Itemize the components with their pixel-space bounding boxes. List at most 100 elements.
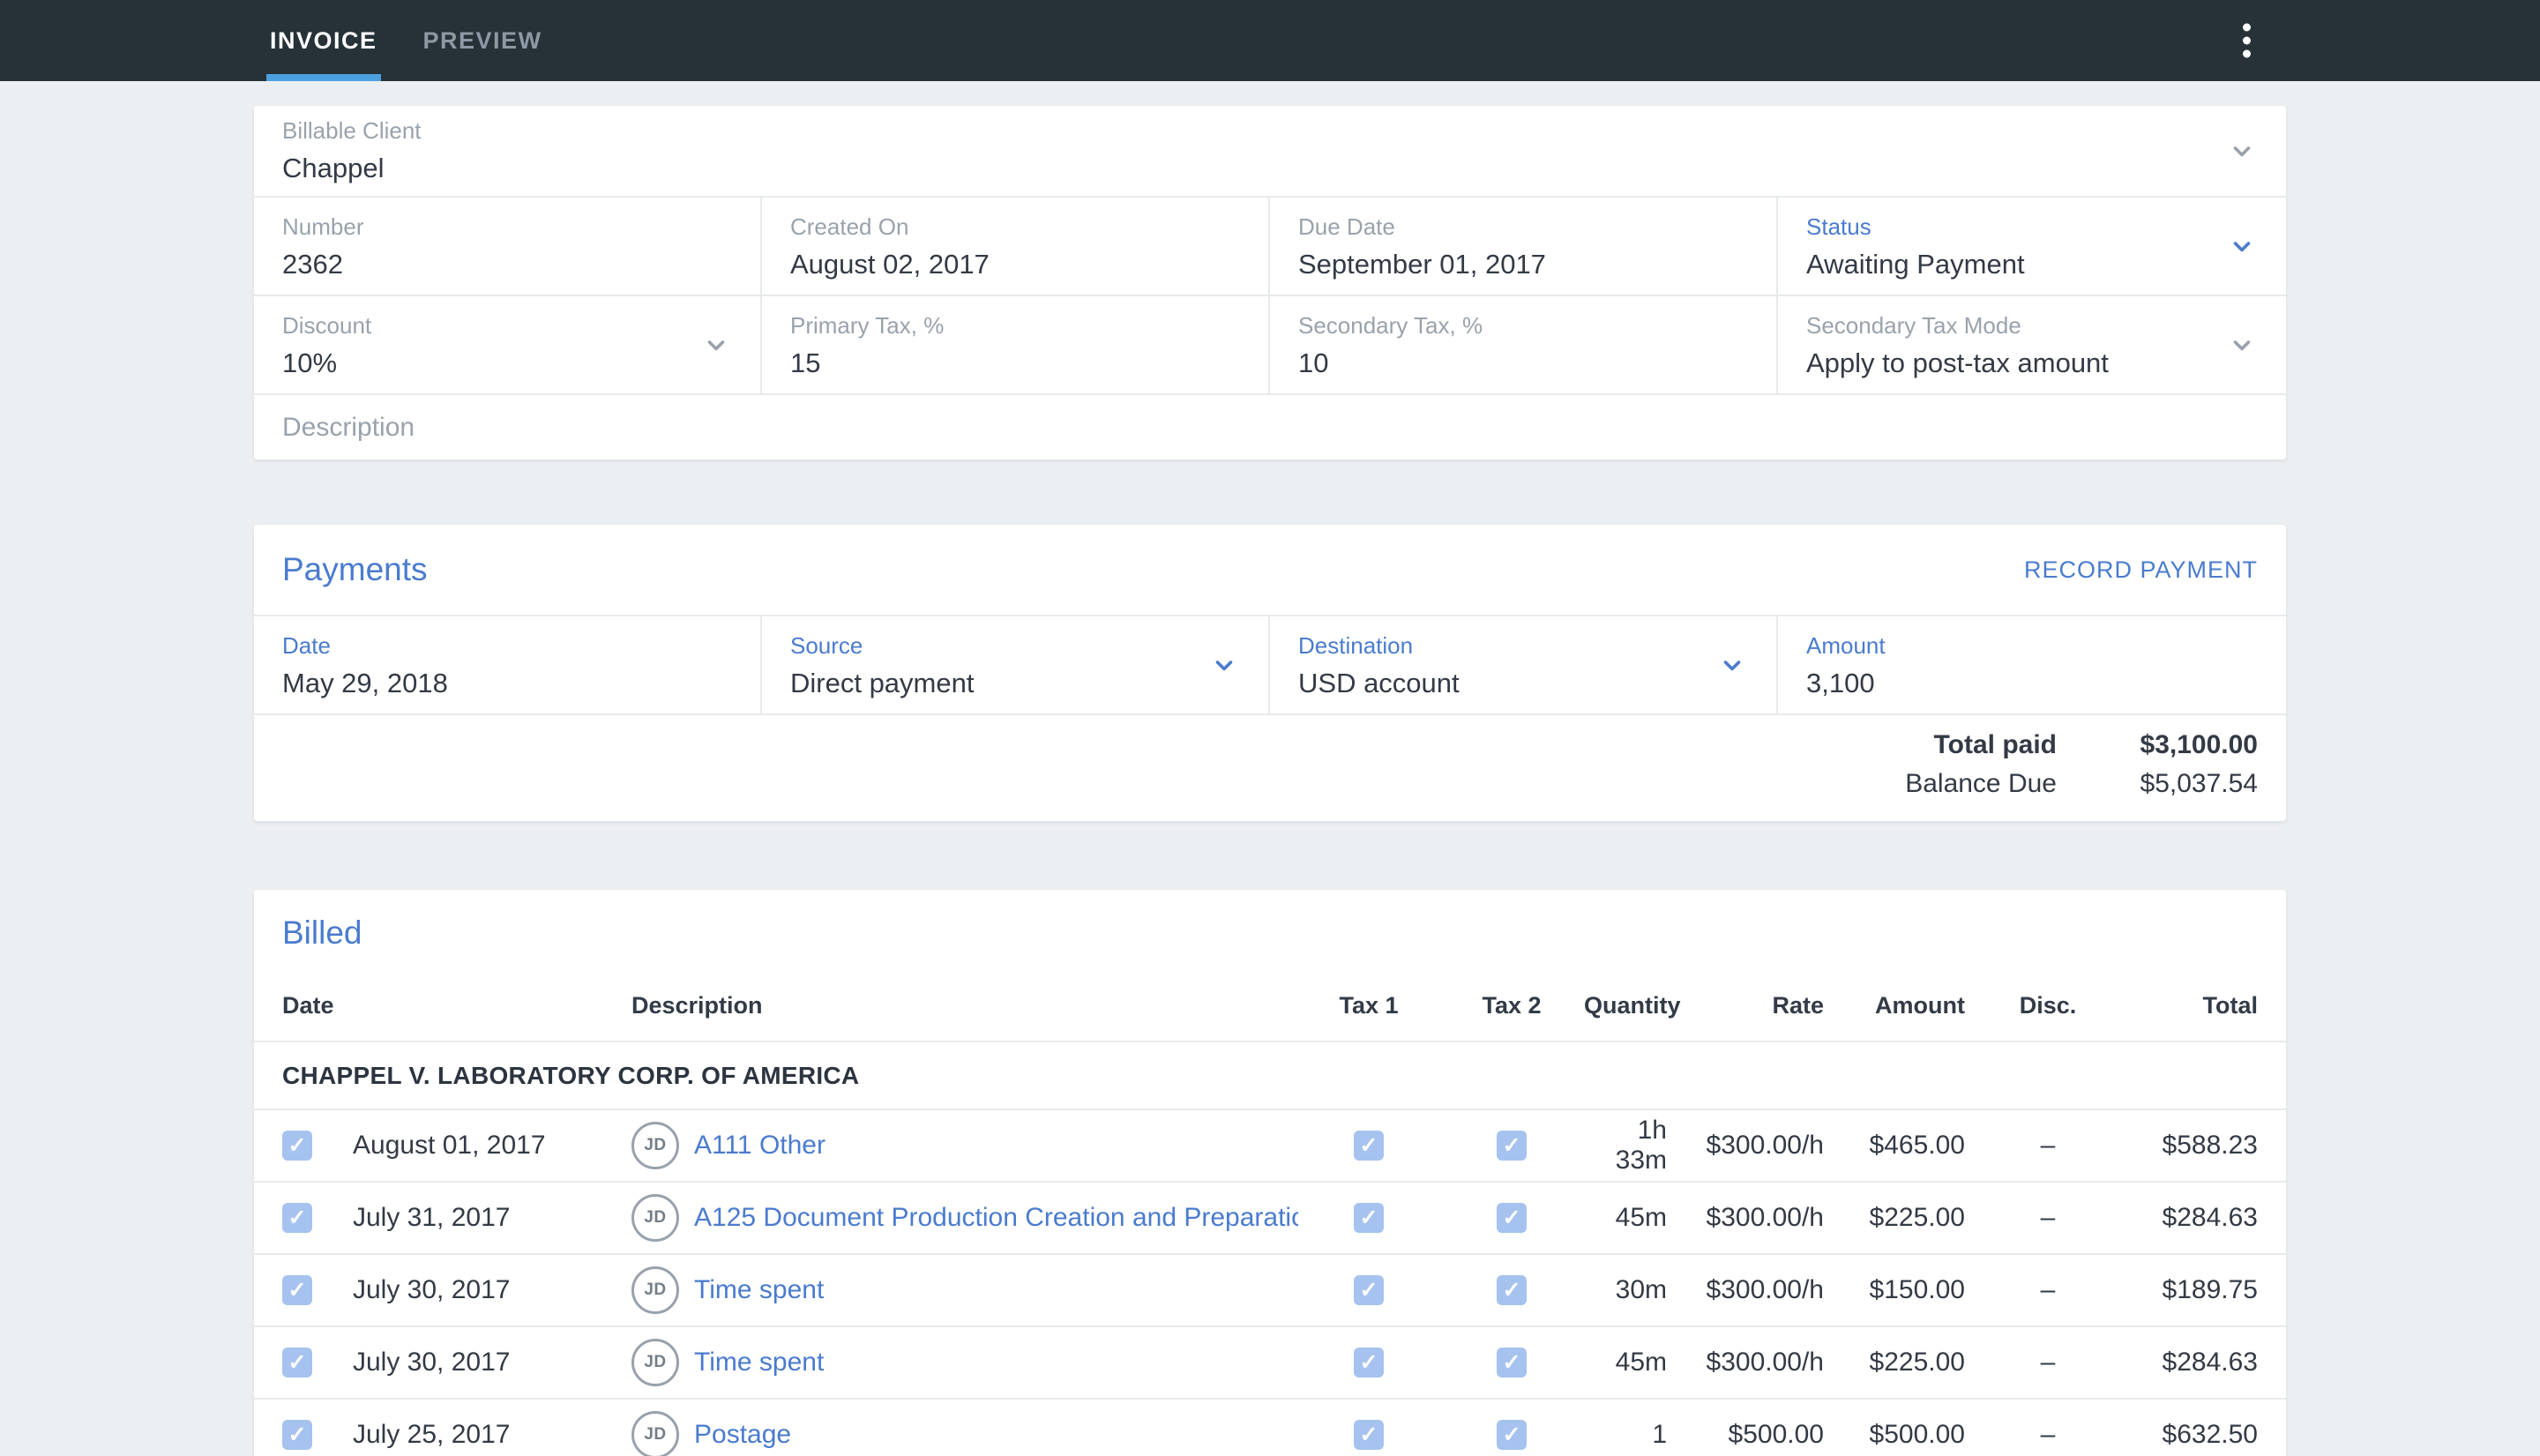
tax1-cell xyxy=(1298,1420,1439,1450)
form-field[interactable]: Amount 3,100 xyxy=(1778,616,2286,713)
field-value: August 02, 2017 xyxy=(790,249,990,280)
row-checkbox[interactable] xyxy=(282,1203,312,1233)
field-value: 2362 xyxy=(282,249,343,280)
field-label: Secondary Tax, % xyxy=(1298,312,1483,339)
form-field[interactable]: Date May 29, 2018 xyxy=(254,616,762,713)
billed-table-body: August 01, 2017 JD A111 Other 1h 33m $30… xyxy=(254,1110,2286,1456)
avatar: JD xyxy=(631,1194,679,1242)
tax1-checkbox[interactable] xyxy=(1354,1420,1384,1450)
row-amount: $150.00 xyxy=(1869,1275,1965,1304)
row-quantity: 1 xyxy=(1652,1420,1667,1449)
tax1-cell xyxy=(1298,1131,1439,1161)
row-checkbox[interactable] xyxy=(282,1131,312,1161)
row-checkbox[interactable] xyxy=(282,1348,312,1378)
row-date: July 31, 2017 xyxy=(353,1203,511,1232)
column-header: Description xyxy=(631,991,763,1019)
billed-table-row: July 30, 2017 JD Time spent 45m $300.00/… xyxy=(254,1327,2286,1400)
row-description-link[interactable]: A111 Other xyxy=(694,1131,826,1160)
billable-client-field[interactable]: Billable Client Chappel xyxy=(254,106,2286,196)
description-input[interactable]: Description xyxy=(254,393,2286,459)
total-label: Total paid xyxy=(1933,730,2057,759)
row-amount: $225.00 xyxy=(1869,1348,1965,1377)
payment-total-row: Total paid $3,100.00 xyxy=(282,726,2258,765)
form-field[interactable]: Source Direct payment xyxy=(762,616,1270,713)
total-value: $3,100.00 xyxy=(2140,730,2258,759)
row-description-link[interactable]: A125 Document Production Creation and Pr… xyxy=(694,1203,1298,1232)
row-discount: – xyxy=(2040,1348,2056,1377)
tax1-checkbox[interactable] xyxy=(1354,1131,1384,1161)
tab-bar: INVOICE PREVIEW xyxy=(266,0,585,81)
field-label: Created On xyxy=(790,213,909,240)
row-discount: – xyxy=(2040,1420,2056,1449)
row-checkbox-cell xyxy=(282,1420,353,1450)
chevron-down-icon xyxy=(1215,661,1233,671)
invoice-details-card: Billable Client Chappel Number 2362 Crea… xyxy=(254,106,2286,459)
column-header: Rate xyxy=(1772,991,1824,1019)
field-label: Discount xyxy=(282,312,372,339)
form-field[interactable]: Due Date September 01, 2017 xyxy=(1270,198,1778,295)
row-discount: – xyxy=(2040,1275,2056,1304)
field-label: Billable Client xyxy=(282,116,422,144)
form-field[interactable]: Primary Tax, % 15 xyxy=(762,296,1270,393)
column-header: Total xyxy=(2202,991,2259,1019)
tax2-cell xyxy=(1439,1275,1584,1305)
tax1-checkbox[interactable] xyxy=(1354,1203,1384,1233)
payments-header: Payments RECORD PAYMENT xyxy=(254,525,2286,615)
form-field[interactable]: Discount 10% xyxy=(254,296,762,393)
tax2-checkbox[interactable] xyxy=(1497,1131,1527,1161)
row-total: $284.63 xyxy=(2162,1348,2258,1377)
tab-invoice[interactable]: INVOICE xyxy=(266,0,381,81)
tax1-checkbox[interactable] xyxy=(1354,1348,1384,1378)
row-checkbox[interactable] xyxy=(282,1275,312,1305)
row-date: July 30, 2017 xyxy=(353,1275,511,1304)
tax1-cell xyxy=(1298,1275,1439,1305)
form-field[interactable]: Destination USD account xyxy=(1270,616,1778,713)
row-checkbox[interactable] xyxy=(282,1420,312,1450)
tax2-cell xyxy=(1439,1348,1584,1378)
tax2-checkbox[interactable] xyxy=(1497,1348,1527,1378)
column-header: Amount xyxy=(1875,991,1965,1019)
field-label: Primary Tax, % xyxy=(790,312,945,339)
chevron-down-icon xyxy=(707,340,725,351)
field-label: Amount xyxy=(1806,632,1886,659)
total-value: $5,037.54 xyxy=(2140,769,2258,798)
billed-card: Billed Date Description Tax 1 Tax 2 Quan… xyxy=(254,890,2286,1456)
row-checkbox-cell xyxy=(282,1348,353,1378)
row-quantity: 45m xyxy=(1615,1348,1667,1377)
avatar: JD xyxy=(631,1266,679,1314)
kebab-menu-icon[interactable] xyxy=(2237,19,2256,63)
row-description-cell: JD Time spent xyxy=(631,1266,1298,1314)
tax1-cell xyxy=(1298,1203,1439,1233)
field-value: September 01, 2017 xyxy=(1298,249,1546,280)
tax2-checkbox[interactable] xyxy=(1497,1420,1527,1450)
billed-table-row: July 31, 2017 JD A125 Document Productio… xyxy=(254,1183,2286,1255)
tax2-checkbox[interactable] xyxy=(1497,1275,1527,1305)
tax2-checkbox[interactable] xyxy=(1497,1203,1527,1233)
payment-fields-row: Date May 29, 2018 Source Direct payment … xyxy=(254,615,2286,713)
description-placeholder: Description xyxy=(282,413,415,442)
chevron-down-icon xyxy=(2233,146,2251,157)
form-field[interactable]: Secondary Tax Mode Apply to post-tax amo… xyxy=(1778,296,2286,393)
form-field[interactable]: Secondary Tax, % 10 xyxy=(1270,296,1778,393)
row-amount: $500.00 xyxy=(1869,1420,1965,1449)
chevron-down-icon xyxy=(1723,661,1741,671)
field-label: Due Date xyxy=(1298,213,1395,240)
row-description-link[interactable]: Postage xyxy=(694,1420,792,1449)
form-field[interactable]: Status Awaiting Payment xyxy=(1778,198,2286,295)
tax1-checkbox[interactable] xyxy=(1354,1275,1384,1305)
payment-totals: Total paid $3,100.00 Balance Due $5,037.… xyxy=(254,713,2286,821)
tab-preview[interactable]: PREVIEW xyxy=(422,26,542,54)
field-label: Source xyxy=(790,632,863,659)
record-payment-button[interactable]: RECORD PAYMENT xyxy=(2023,556,2258,583)
row-description-link[interactable]: Time spent xyxy=(694,1348,825,1377)
row-total: $189.75 xyxy=(2162,1275,2258,1304)
row-total: $588.23 xyxy=(2162,1131,2258,1160)
row-description-link[interactable]: Time spent xyxy=(694,1275,825,1304)
field-value: 15 xyxy=(790,347,821,378)
row-amount: $225.00 xyxy=(1869,1203,1965,1232)
form-field[interactable]: Created On August 02, 2017 xyxy=(762,198,1270,295)
invoice-fields-row-2: Discount 10% Primary Tax, % 15 Secondary… xyxy=(254,295,2286,393)
avatar: JD xyxy=(631,1122,679,1169)
row-quantity: 45m xyxy=(1615,1203,1667,1232)
form-field[interactable]: Number 2362 xyxy=(254,198,762,295)
